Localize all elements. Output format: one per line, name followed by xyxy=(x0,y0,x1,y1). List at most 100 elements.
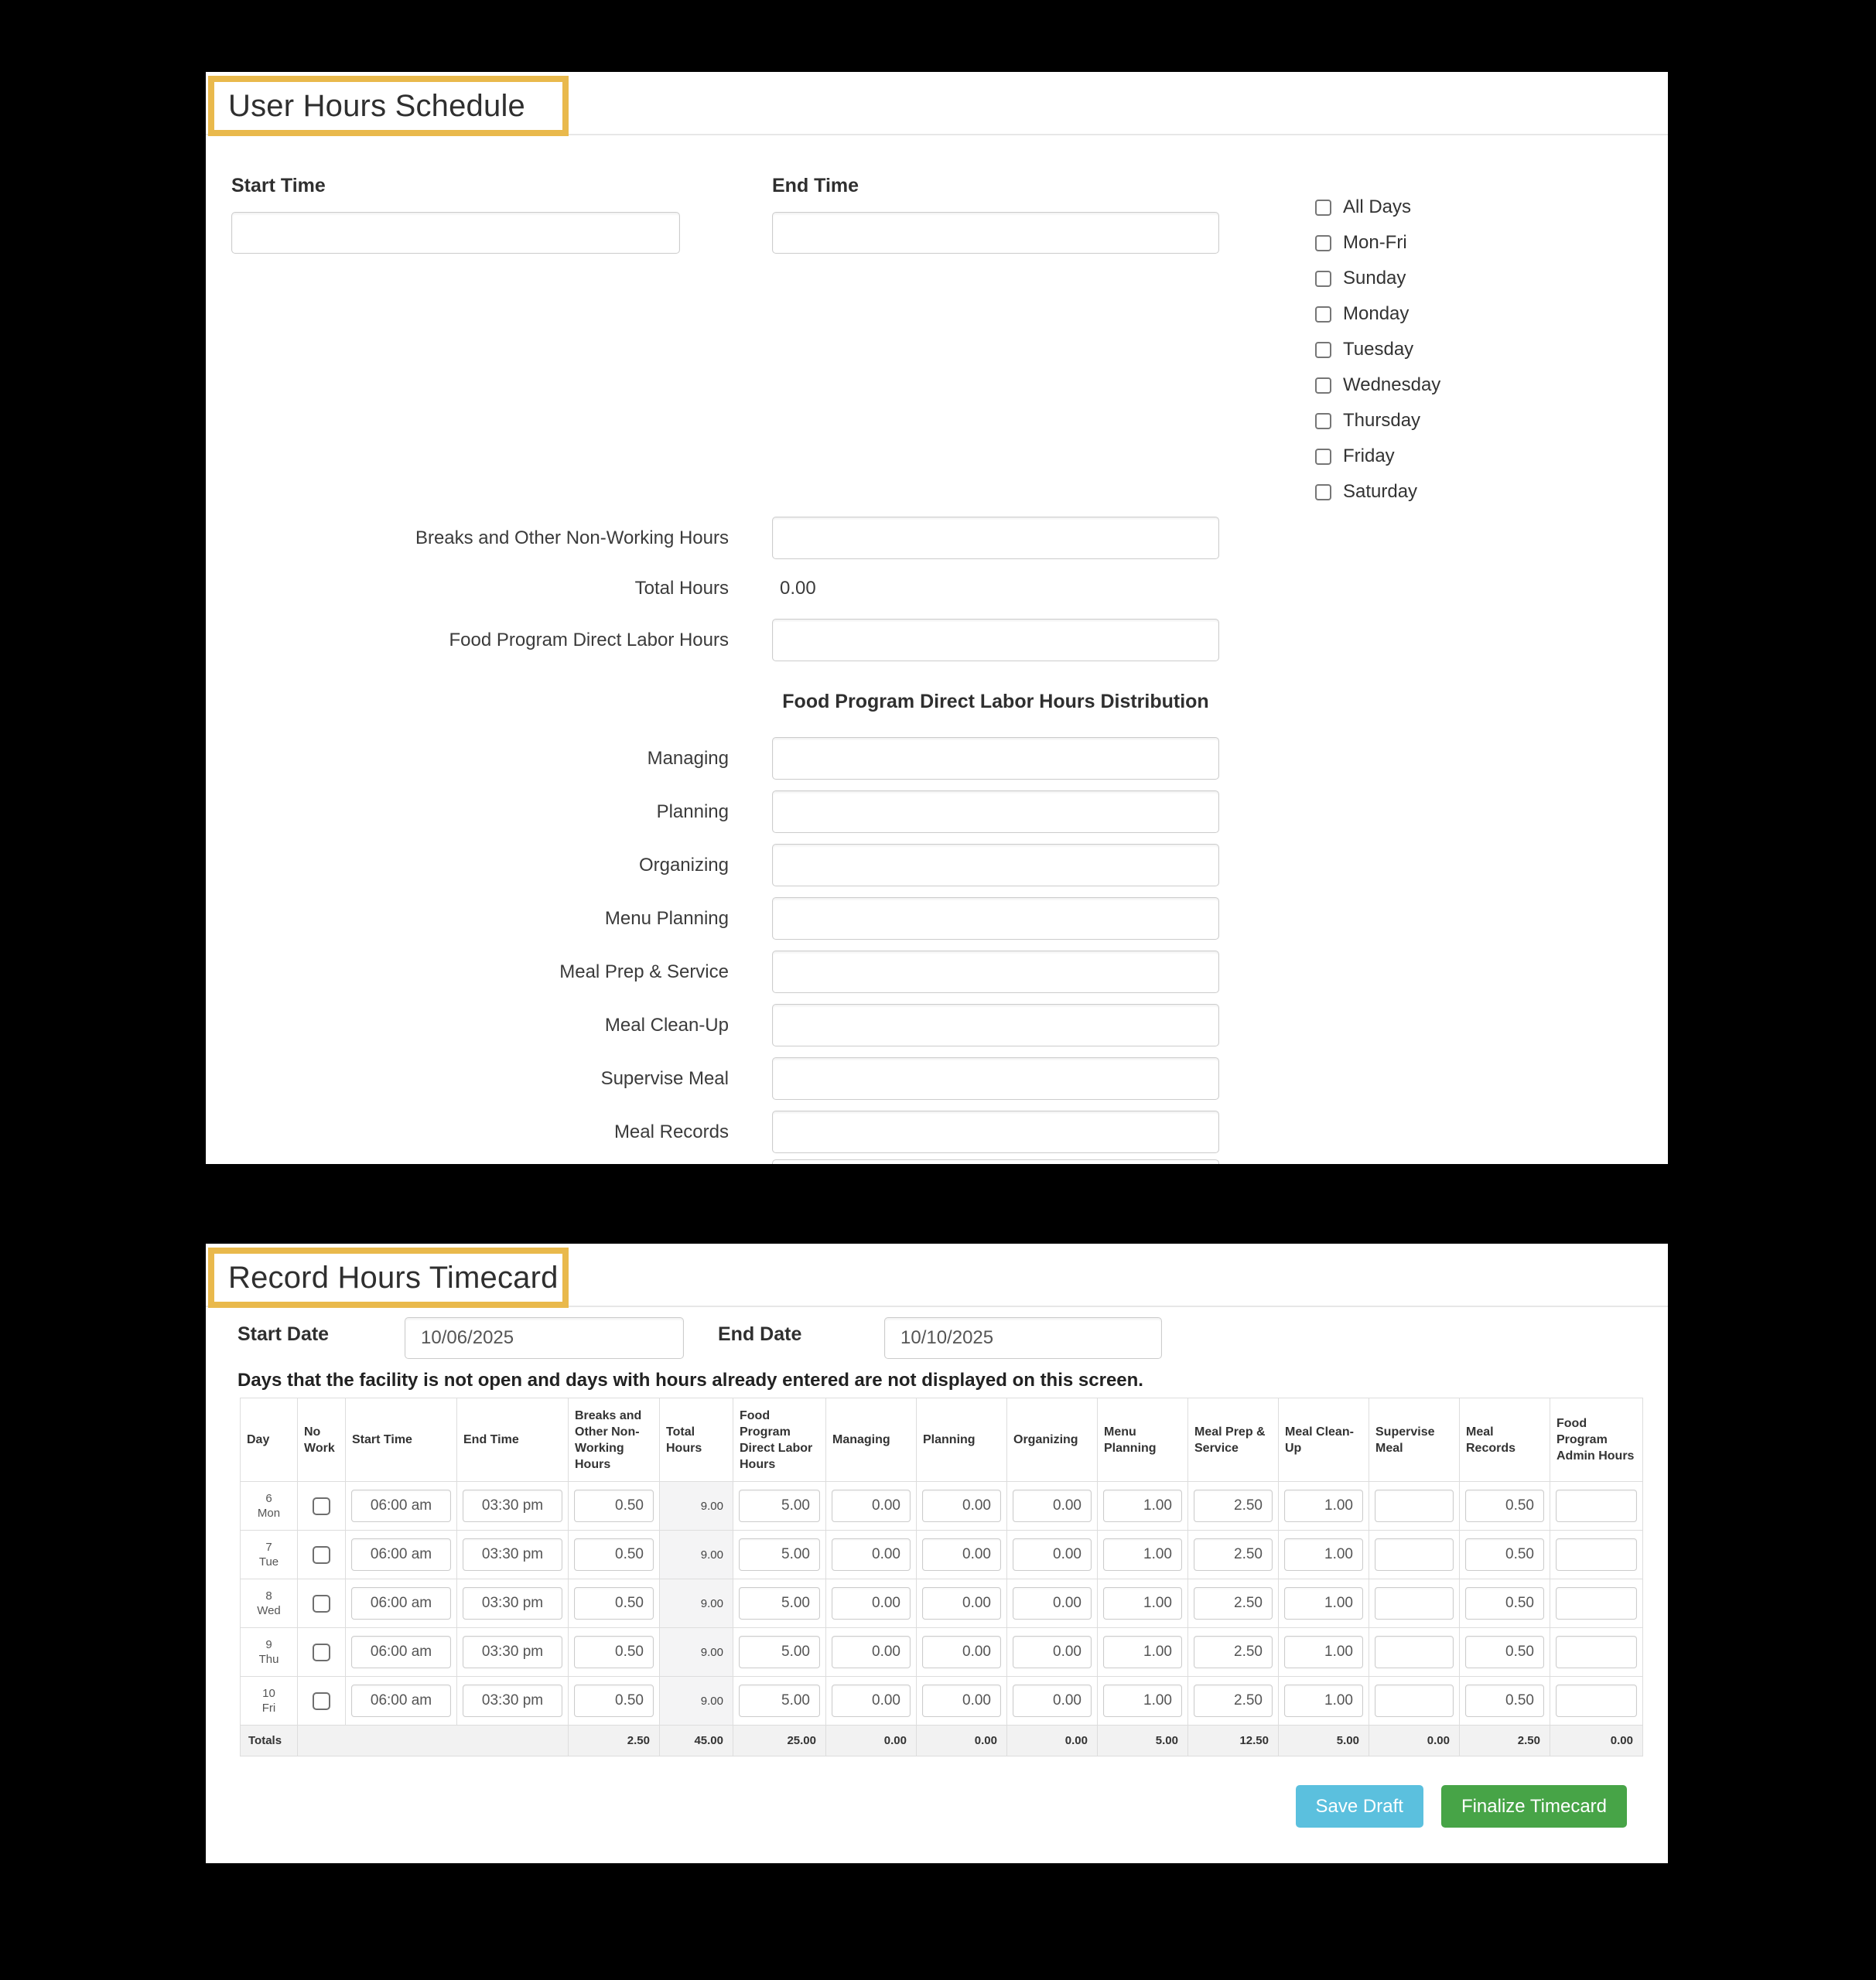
row-menu-planning-input[interactable] xyxy=(1103,1636,1182,1668)
row-meal-clean-up-input[interactable] xyxy=(1284,1490,1363,1522)
row-fp-admin-hours-input[interactable] xyxy=(1556,1587,1637,1620)
row-fp-direct-labor-input[interactable] xyxy=(739,1490,820,1522)
save-draft-button[interactable]: Save Draft xyxy=(1295,1785,1423,1828)
end-time-input[interactable] xyxy=(772,212,1219,254)
breaks-input[interactable] xyxy=(772,517,1219,559)
row-meal-prep-service-input[interactable] xyxy=(1194,1538,1273,1571)
row-end-time-input[interactable] xyxy=(463,1538,562,1571)
row-meal-prep-service-input[interactable] xyxy=(1194,1636,1273,1668)
finalize-timecard-button[interactable]: Finalize Timecard xyxy=(1440,1785,1627,1828)
start-time-input[interactable] xyxy=(231,212,680,254)
wednesday-option[interactable]: Wednesday xyxy=(1315,367,1440,403)
friday-checkbox[interactable] xyxy=(1315,448,1331,465)
sunday-option[interactable]: Sunday xyxy=(1315,261,1440,296)
row-end-time-input[interactable] xyxy=(463,1685,562,1717)
row-organizing-input[interactable] xyxy=(1013,1685,1092,1717)
row-meal-clean-up-input[interactable] xyxy=(1284,1587,1363,1620)
row-managing-input[interactable] xyxy=(832,1587,911,1620)
row-meal-prep-service-input[interactable] xyxy=(1194,1685,1273,1717)
row-organizing-input[interactable] xyxy=(1013,1636,1092,1668)
row-breaks-input[interactable] xyxy=(574,1490,654,1522)
row-managing-input[interactable] xyxy=(832,1538,911,1571)
row-planning-input[interactable] xyxy=(922,1490,1001,1522)
friday-option[interactable]: Friday xyxy=(1315,439,1440,474)
food-program-direct-labor-input[interactable] xyxy=(772,619,1219,661)
supervise-meal-input[interactable] xyxy=(772,1057,1219,1100)
row-fp-admin-hours-input[interactable] xyxy=(1556,1636,1637,1668)
row-supervise-meal-input[interactable] xyxy=(1375,1685,1454,1717)
row-menu-planning-input[interactable] xyxy=(1103,1587,1182,1620)
row-fp-direct-labor-input[interactable] xyxy=(739,1538,820,1571)
row-planning-input[interactable] xyxy=(922,1538,1001,1571)
mon-fri-checkbox[interactable] xyxy=(1315,234,1331,251)
no-work-checkbox[interactable] xyxy=(313,1643,330,1661)
row-menu-planning-input[interactable] xyxy=(1103,1490,1182,1522)
row-fp-admin-hours-input[interactable] xyxy=(1556,1538,1637,1571)
saturday-checkbox[interactable] xyxy=(1315,483,1331,500)
row-meal-records-input[interactable] xyxy=(1465,1587,1544,1620)
sunday-checkbox[interactable] xyxy=(1315,270,1331,287)
menu-planning-input[interactable] xyxy=(772,897,1219,940)
row-menu-planning-input[interactable] xyxy=(1103,1685,1182,1717)
row-start-time-input[interactable] xyxy=(351,1538,451,1571)
row-fp-admin-hours-input[interactable] xyxy=(1556,1490,1637,1522)
meal-clean-up-input[interactable] xyxy=(772,1004,1219,1046)
row-menu-planning-input[interactable] xyxy=(1103,1538,1182,1571)
row-organizing-input[interactable] xyxy=(1013,1490,1092,1522)
row-managing-input[interactable] xyxy=(832,1685,911,1717)
no-work-checkbox[interactable] xyxy=(313,1497,330,1515)
row-fp-direct-labor-input[interactable] xyxy=(739,1587,820,1620)
start-date-input[interactable] xyxy=(405,1317,684,1359)
all-days-option[interactable]: All Days xyxy=(1315,189,1440,225)
row-meal-records-input[interactable] xyxy=(1465,1685,1544,1717)
mon-fri-option[interactable]: Mon-Fri xyxy=(1315,225,1440,261)
row-organizing-input[interactable] xyxy=(1013,1587,1092,1620)
wednesday-checkbox[interactable] xyxy=(1315,377,1331,394)
organizing-input[interactable] xyxy=(772,844,1219,886)
monday-option[interactable]: Monday xyxy=(1315,296,1440,332)
monday-checkbox[interactable] xyxy=(1315,306,1331,323)
row-fp-direct-labor-input[interactable] xyxy=(739,1685,820,1717)
end-date-input[interactable] xyxy=(884,1317,1162,1359)
row-planning-input[interactable] xyxy=(922,1636,1001,1668)
row-organizing-input[interactable] xyxy=(1013,1538,1092,1571)
row-managing-input[interactable] xyxy=(832,1636,911,1668)
no-work-checkbox[interactable] xyxy=(313,1545,330,1564)
meal-records-input[interactable] xyxy=(772,1111,1219,1153)
tuesday-checkbox[interactable] xyxy=(1315,341,1331,358)
row-end-time-input[interactable] xyxy=(463,1490,562,1522)
row-fp-direct-labor-input[interactable] xyxy=(739,1636,820,1668)
thursday-checkbox[interactable] xyxy=(1315,412,1331,429)
row-supervise-meal-input[interactable] xyxy=(1375,1636,1454,1668)
row-meal-prep-service-input[interactable] xyxy=(1194,1587,1273,1620)
row-breaks-input[interactable] xyxy=(574,1636,654,1668)
row-planning-input[interactable] xyxy=(922,1587,1001,1620)
row-supervise-meal-input[interactable] xyxy=(1375,1490,1454,1522)
row-breaks-input[interactable] xyxy=(574,1685,654,1717)
thursday-option[interactable]: Thursday xyxy=(1315,403,1440,439)
row-planning-input[interactable] xyxy=(922,1685,1001,1717)
row-start-time-input[interactable] xyxy=(351,1685,451,1717)
row-start-time-input[interactable] xyxy=(351,1636,451,1668)
row-fp-admin-hours-input[interactable] xyxy=(1556,1685,1637,1717)
row-meal-records-input[interactable] xyxy=(1465,1538,1544,1571)
row-start-time-input[interactable] xyxy=(351,1490,451,1522)
no-work-checkbox[interactable] xyxy=(313,1594,330,1613)
row-supervise-meal-input[interactable] xyxy=(1375,1587,1454,1620)
all-days-checkbox[interactable] xyxy=(1315,199,1331,216)
saturday-option[interactable]: Saturday xyxy=(1315,474,1440,510)
row-meal-records-input[interactable] xyxy=(1465,1636,1544,1668)
row-supervise-meal-input[interactable] xyxy=(1375,1538,1454,1571)
row-meal-records-input[interactable] xyxy=(1465,1490,1544,1522)
row-managing-input[interactable] xyxy=(832,1490,911,1522)
row-end-time-input[interactable] xyxy=(463,1636,562,1668)
row-meal-clean-up-input[interactable] xyxy=(1284,1538,1363,1571)
tuesday-option[interactable]: Tuesday xyxy=(1315,332,1440,367)
managing-input[interactable] xyxy=(772,737,1219,780)
row-meal-clean-up-input[interactable] xyxy=(1284,1685,1363,1717)
planning-input[interactable] xyxy=(772,790,1219,833)
row-breaks-input[interactable] xyxy=(574,1538,654,1571)
meal-prep-service-input[interactable] xyxy=(772,951,1219,993)
no-work-checkbox[interactable] xyxy=(313,1692,330,1710)
row-breaks-input[interactable] xyxy=(574,1587,654,1620)
